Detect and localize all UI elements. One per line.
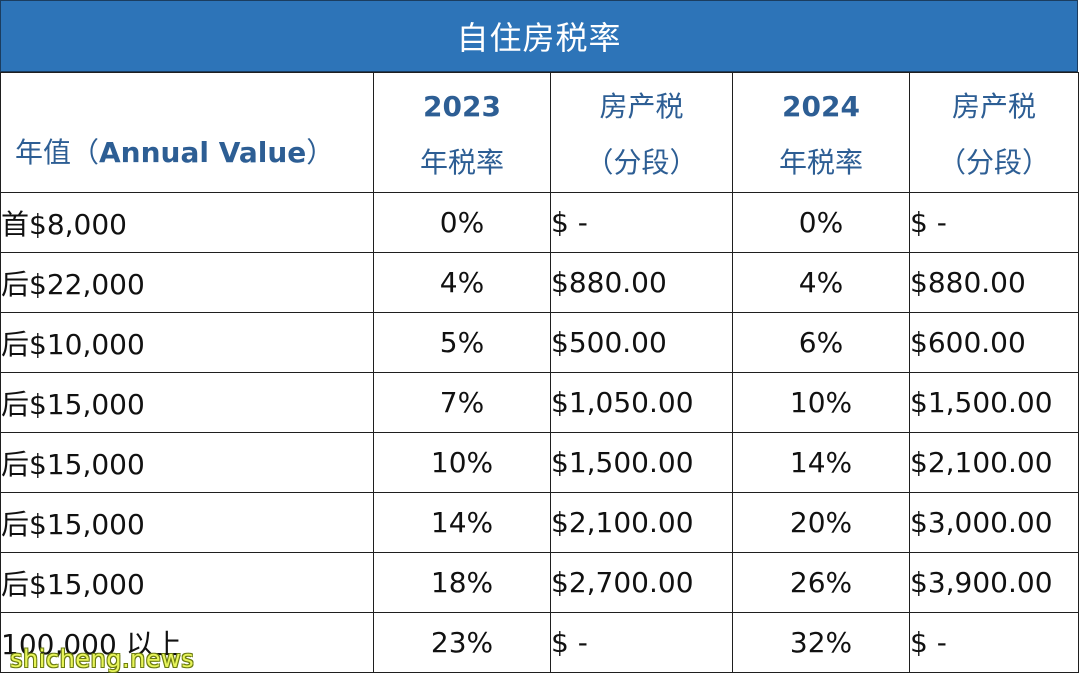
tax-2024-cell: $1,500.00 bbox=[909, 372, 1079, 433]
table-row: 后$15,000 14% $2,100.00 20% $3,000.00 bbox=[0, 492, 1079, 553]
tax-2023-cell: $500.00 bbox=[550, 312, 733, 373]
rate-2023-cell: 23% bbox=[373, 612, 551, 673]
tax-2023-cell: $2,700.00 bbox=[550, 552, 733, 613]
annual-value-cell: 100,000 以上 bbox=[0, 612, 374, 673]
header-annual-value-close: ） bbox=[306, 136, 335, 169]
rate-2024-cell: 0% bbox=[732, 192, 910, 253]
rate-2024-cell: 4% bbox=[732, 252, 910, 313]
header-2024-tax: 房产税 （分段） bbox=[909, 72, 1079, 193]
annual-value-cell: 后$10,000 bbox=[0, 312, 374, 373]
annual-value-cell: 后$22,000 bbox=[0, 252, 374, 313]
header-2023-year: 2023 bbox=[423, 90, 501, 123]
tax-2024-cell: $3,900.00 bbox=[909, 552, 1079, 613]
header-2024-tax-line1: 房产税 bbox=[951, 90, 1036, 123]
header-2023-rate: 2023 年税率 bbox=[373, 72, 551, 193]
annual-value-cell: 后$15,000 bbox=[0, 552, 374, 613]
rate-2024-cell: 10% bbox=[732, 372, 910, 433]
tax-2023-cell: $ - bbox=[550, 192, 733, 253]
tax-2024-cell: $2,100.00 bbox=[909, 432, 1079, 493]
tax-2024-cell: $ - bbox=[909, 612, 1079, 673]
tax-2024-cell: $3,000.00 bbox=[909, 492, 1079, 553]
rate-2023-cell: 14% bbox=[373, 492, 551, 553]
header-2023-tax-line2: （分段） bbox=[585, 146, 698, 179]
header-2024-year: 2024 bbox=[782, 90, 860, 123]
tax-2023-cell: $1,050.00 bbox=[550, 372, 733, 433]
table-title: 自住房税率 bbox=[0, 0, 1078, 72]
header-2024-rate-label: 年税率 bbox=[778, 146, 863, 179]
header-row: 年值（Annual Value） 2023 年税率 房产税 （分段） bbox=[0, 72, 1079, 193]
rate-2023-cell: 10% bbox=[373, 432, 551, 493]
rate-2024-cell: 26% bbox=[732, 552, 910, 613]
tax-2023-cell: $880.00 bbox=[550, 252, 733, 313]
header-2023-tax: 房产税 （分段） bbox=[550, 72, 733, 193]
table-row: 首$8,000 0% $ - 0% $ - bbox=[0, 192, 1079, 253]
header-2024-tax-line2: （分段） bbox=[937, 146, 1050, 179]
tax-2023-cell: $1,500.00 bbox=[550, 432, 733, 493]
rate-2023-cell: 5% bbox=[373, 312, 551, 373]
header-annual-value-en: Annual Value bbox=[99, 136, 307, 169]
rate-2024-cell: 14% bbox=[732, 432, 910, 493]
rate-2023-cell: 18% bbox=[373, 552, 551, 613]
table-row: 后$22,000 4% $880.00 4% $880.00 bbox=[0, 252, 1079, 313]
rate-2023-cell: 7% bbox=[373, 372, 551, 433]
annual-value-cell: 首$8,000 bbox=[0, 192, 374, 253]
watermark-text: shicheng.news bbox=[10, 645, 195, 673]
rate-2024-cell: 32% bbox=[732, 612, 910, 673]
tax-2023-cell: $ - bbox=[550, 612, 733, 673]
table-row: 100,000 以上 23% $ - 32% $ - bbox=[0, 612, 1079, 673]
owner-occupied-tax-table: 年值（Annual Value） 2023 年税率 房产税 （分段） bbox=[0, 72, 1079, 673]
rate-2023-cell: 4% bbox=[373, 252, 551, 313]
rate-2024-cell: 20% bbox=[732, 492, 910, 553]
annual-value-cell: 后$15,000 bbox=[0, 432, 374, 493]
rate-2024-cell: 6% bbox=[732, 312, 910, 373]
table-row: 后$15,000 7% $1,050.00 10% $1,500.00 bbox=[0, 372, 1079, 433]
table-row: 后$10,000 5% $500.00 6% $600.00 bbox=[0, 312, 1079, 373]
header-2023-tax-line1: 房产税 bbox=[599, 90, 684, 123]
tax-2024-cell: $880.00 bbox=[909, 252, 1079, 313]
table-row: 后$15,000 10% $1,500.00 14% $2,100.00 bbox=[0, 432, 1079, 493]
tax-2023-cell: $2,100.00 bbox=[550, 492, 733, 553]
rate-2023-cell: 0% bbox=[373, 192, 551, 253]
header-2023-rate-label: 年税率 bbox=[419, 146, 504, 179]
annual-value-cell: 后$15,000 bbox=[0, 372, 374, 433]
tax-2024-cell: $600.00 bbox=[909, 312, 1079, 373]
header-annual-value: 年值（Annual Value） bbox=[0, 72, 374, 193]
table-row: 后$15,000 18% $2,700.00 26% $3,900.00 bbox=[0, 552, 1079, 613]
header-annual-value-zh: 年值（ bbox=[15, 136, 100, 169]
header-2024-rate: 2024 年税率 bbox=[732, 72, 910, 193]
tax-2024-cell: $ - bbox=[909, 192, 1079, 253]
annual-value-cell: 后$15,000 bbox=[0, 492, 374, 553]
